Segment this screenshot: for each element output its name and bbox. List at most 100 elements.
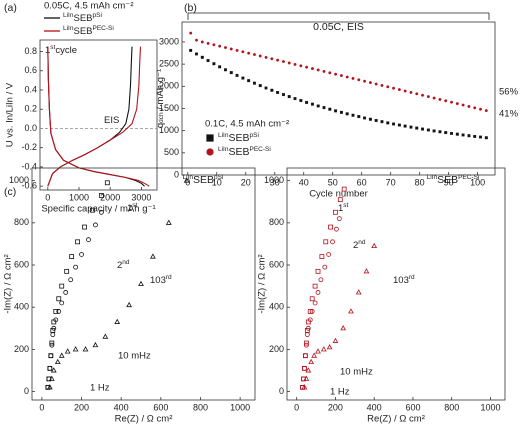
marker-circle	[309, 309, 315, 314]
marker-square	[334, 109, 338, 113]
marker-square	[53, 309, 59, 314]
marker-circle	[200, 40, 204, 44]
marker-circle	[339, 74, 343, 78]
x-tick-label: 0	[45, 192, 50, 202]
marker-triangle	[126, 301, 133, 308]
chart-title: LiInSEBpSi	[183, 174, 224, 186]
series-label-part: 1	[127, 203, 132, 214]
series-label: 103rd	[393, 274, 415, 285]
marker-square	[312, 283, 318, 289]
marker-circle	[467, 104, 471, 108]
marker-circle	[49, 342, 55, 348]
y-axis-label: U vs. In/LiIn / V	[5, 82, 16, 147]
marker-circle	[484, 109, 488, 113]
chart-title: LiInSEBPEC-Si	[427, 174, 480, 186]
marker-circle	[302, 365, 307, 371]
x-tick-label: 30	[270, 177, 280, 187]
marker-square	[200, 55, 204, 59]
marker-circle	[392, 86, 396, 90]
marker-circle	[303, 342, 309, 348]
y-tick-label: 0	[279, 386, 284, 396]
marker-circle	[93, 222, 98, 228]
marker-circle	[307, 317, 313, 323]
marker-square	[339, 110, 343, 114]
marker-triangle	[46, 384, 53, 390]
marker-square	[212, 62, 216, 66]
marker-triangle	[50, 367, 57, 373]
marker-square	[270, 88, 274, 92]
marker-circle	[253, 53, 256, 57]
marker-circle	[403, 89, 407, 93]
marker-square	[224, 68, 227, 72]
marker-circle	[264, 55, 268, 59]
marker-circle	[328, 71, 332, 75]
marker-square	[276, 91, 280, 94]
marker-triangle	[48, 375, 55, 381]
y-axis-label-part: / mAh g⁻¹	[155, 69, 166, 113]
series-label-part: 103	[150, 275, 166, 286]
marker-square	[315, 268, 321, 274]
marker-circle	[212, 43, 216, 47]
series-label: 2nd	[353, 239, 366, 250]
marker-triangle	[303, 375, 310, 381]
x-tick-label: 600	[405, 402, 420, 412]
y-tick-label: 200	[269, 344, 284, 354]
marker-triangle	[82, 346, 89, 352]
marker-square	[82, 224, 87, 230]
marker-square	[432, 129, 436, 133]
y-tick-label: 600	[14, 259, 29, 269]
marker-triangle	[340, 325, 347, 331]
marker-triangle	[348, 308, 354, 314]
marker-square	[64, 268, 70, 274]
chart-title-part: SEB	[437, 174, 458, 186]
marker-circle	[56, 309, 62, 314]
cycle-label-part: cycle	[55, 45, 77, 56]
marker-square	[307, 309, 313, 314]
marker-circle	[287, 61, 291, 65]
legend-swatch	[206, 148, 214, 156]
marker-circle	[386, 85, 390, 89]
marker-square	[473, 134, 477, 138]
y-axis-label-part: dch	[158, 112, 165, 123]
marker-triangle	[355, 289, 362, 295]
series-label-part: st	[343, 202, 348, 209]
marker-circle	[50, 332, 56, 338]
x-tick-label: 1000	[480, 402, 500, 412]
legend-label: LiInSEBPEC-Si	[63, 25, 114, 36]
marker-triangle	[332, 337, 339, 343]
plot-frame	[31, 167, 256, 401]
marker-square	[363, 116, 367, 120]
annotation: 1 Hz	[90, 383, 110, 394]
y-tick-label: 0.6	[24, 65, 37, 75]
marker-square	[206, 59, 210, 63]
legend-label-part: LiIn	[218, 146, 229, 153]
marker-circle	[235, 48, 239, 52]
y-tick-label: 400	[269, 302, 284, 312]
marker-square	[397, 123, 401, 127]
marker-circle	[334, 226, 339, 232]
marker-square	[450, 131, 453, 135]
marker-circle	[270, 57, 274, 61]
marker-square	[455, 132, 459, 136]
marker-circle	[305, 325, 311, 331]
marker-square	[195, 52, 198, 56]
marker-square	[241, 76, 245, 80]
marker-square	[293, 97, 297, 101]
marker-circle	[218, 44, 222, 48]
marker-circle	[330, 239, 335, 245]
marker-square	[56, 296, 62, 302]
marker-circle	[318, 277, 324, 283]
legend-title: 0.1C, 4.5 mAh cm⁻²	[205, 119, 289, 130]
legend-label-part: PEC-Si	[250, 146, 271, 153]
y-tick-label: 0.8	[24, 46, 37, 56]
y-tick-label: 0	[24, 386, 29, 396]
x-tick-label: 100	[470, 177, 485, 187]
series-label-part: nd	[358, 239, 366, 246]
marker-circle	[326, 252, 332, 257]
marker-circle	[68, 277, 74, 283]
marker-circle	[299, 64, 303, 68]
marker-circle	[98, 209, 104, 215]
annotation: 10 mHz	[340, 367, 373, 378]
marker-square	[328, 107, 332, 111]
